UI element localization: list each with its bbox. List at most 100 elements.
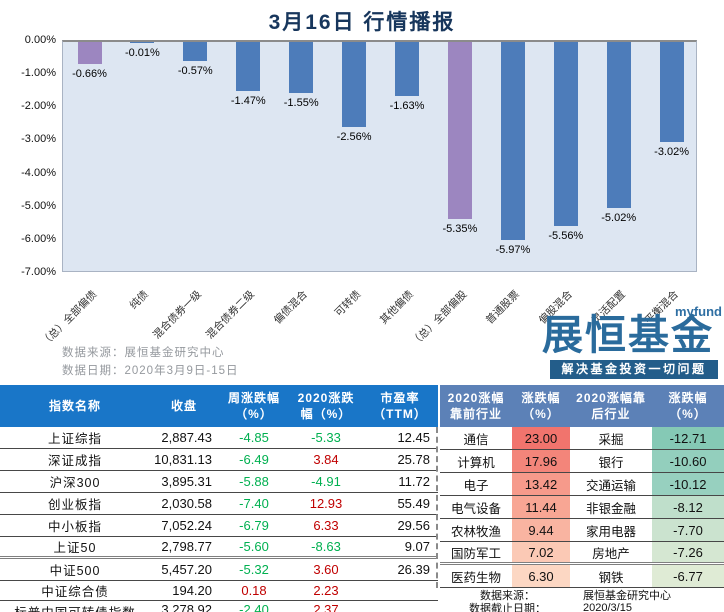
ytd-change: 12.93: [309, 496, 343, 511]
bar-slot: -3.02%: [645, 42, 698, 271]
bar-slot: -5.97%: [486, 42, 539, 271]
y-axis-tick: -3.00%: [21, 133, 56, 145]
bottom-sector-change: -8.12: [652, 496, 724, 518]
close-value: 3,278.92: [161, 602, 212, 612]
x-axis-label: （总）全部偏股: [408, 288, 469, 349]
ytd-change: -4.91: [311, 474, 341, 489]
bar-slot: -5.02%: [592, 42, 645, 271]
header-cell: 涨跌幅 （%）: [521, 390, 561, 421]
index-name: 上证综指: [47, 432, 102, 446]
myfund-wordmark: myfund: [675, 304, 722, 319]
pe-value: 9.07: [404, 539, 430, 554]
index-name: 中证500: [49, 564, 101, 578]
ytd-change: 3.60: [313, 562, 339, 577]
bar-value-label: -3.02%: [654, 146, 690, 159]
y-axis-tick: -6.00%: [21, 233, 56, 245]
header-cell: 指数名称: [48, 398, 101, 413]
bottom-sector-change: -10.60: [652, 450, 724, 472]
sector-table: 2020涨幅 靠前行业 涨跌幅 （%） 2020涨幅靠 后行业 涨跌幅 （%） …: [440, 385, 724, 612]
bottom-sector-change: -7.70: [652, 519, 724, 541]
bar: [395, 42, 419, 96]
index-name: 中小板指: [47, 520, 102, 534]
bottom-sector-change: -7.26: [652, 542, 724, 562]
x-axis-label: 纯债: [127, 288, 151, 312]
week-change: -7.40: [239, 496, 269, 511]
page-title: 3月16日 行情播报: [268, 11, 456, 34]
top-sector-change: 9.44: [512, 519, 570, 541]
pe-value: 26.39: [397, 562, 430, 577]
top-sector-change: 17.96: [512, 450, 570, 472]
week-change: -5.32: [239, 562, 269, 577]
index-row: 上证50 2,798.77 -5.60 -8.63 9.07: [0, 537, 438, 559]
table-divider-dashed-line: [436, 427, 438, 588]
top-sector-change: 6.30: [512, 565, 570, 587]
bar: [183, 42, 208, 61]
ytd-change: -8.63: [311, 539, 341, 554]
index-name: 深证成指: [47, 454, 102, 468]
bar-value-label: -0.57%: [177, 64, 213, 77]
bottom-sector: 银行: [598, 455, 624, 470]
index-row: 标普中国可转债指数 3,278.92 -2.40 2.37: [0, 601, 438, 612]
ytd-change: 2.23: [313, 583, 339, 598]
bottom-sector-change: -6.77: [652, 565, 724, 587]
ytd-change: -5.33: [311, 430, 341, 445]
x-axis-label: 普通股票: [483, 288, 522, 327]
brand-name: 展恒基金: [542, 312, 714, 358]
x-axis-label: 混合债券二级: [203, 288, 257, 342]
week-change: -2.40: [239, 602, 269, 612]
index-name: 沪深300: [49, 476, 101, 490]
brand-tagline: 解决基金投资一切问题: [550, 360, 718, 379]
y-axis-tick: -7.00%: [21, 266, 56, 278]
header-cell: 2020涨幅靠 后行业: [576, 390, 646, 421]
y-axis-tick: -4.00%: [21, 167, 56, 179]
chart-date-note: 数据日期：2020年3月9日-15日: [62, 365, 239, 377]
header-cell: 周涨跌幅 （%）: [227, 390, 280, 421]
y-axis-tick: -1.00%: [21, 67, 56, 79]
bar-value-label: -5.02%: [601, 212, 637, 225]
top-sector: 农林牧渔: [450, 524, 501, 539]
close-value: 10,831.13: [154, 452, 212, 467]
bar: [606, 42, 631, 209]
index-name: 中证综合债: [41, 585, 109, 599]
ytd-change: 3.84: [313, 452, 339, 467]
bottom-sector-change: -10.12: [652, 473, 724, 495]
bar: [236, 42, 261, 91]
pe-value: 29.56: [397, 518, 430, 533]
index-row: 沪深300 3,895.31 -5.88 -4.91 11.72: [0, 471, 438, 493]
bar-slot: -0.66%: [63, 42, 116, 271]
bottom-sector: 家用电器: [585, 524, 636, 539]
header-cell: 收盘: [170, 398, 197, 413]
bar-value-label: -0.01%: [124, 46, 160, 59]
header-cell: 涨跌幅 （%）: [668, 390, 708, 421]
top-sector: 计算机: [457, 455, 495, 470]
top-sector: 电子: [463, 478, 489, 493]
chart-source-note: 数据来源：展恒基金研究中心: [62, 347, 225, 359]
week-change: -6.49: [239, 452, 269, 467]
bottom-sector: 非银金融: [585, 501, 636, 516]
top-sector-change: 13.42: [512, 473, 570, 495]
top-sector-change: 7.02: [512, 542, 570, 562]
index-row: 中证综合债 194.20 0.18 2.23: [0, 581, 438, 601]
x-axis-label: 混合债券一级: [150, 288, 204, 342]
index-row: 上证综指 2,887.43 -4.85 -5.33 12.45: [0, 427, 438, 449]
index-row: 中证500 5,457.20 -5.32 3.60 26.39: [0, 559, 438, 581]
bottom-sector: 采掘: [598, 432, 624, 447]
table-footer-date: 数据截止日期： 2020/3/15: [440, 602, 724, 612]
x-axis-label: 偏债混合: [271, 288, 310, 327]
sector-row: 农林牧渔 9.44 家用电器 -7.70: [440, 519, 724, 542]
sector-row: 电子 13.42 交通运输 -10.12: [440, 473, 724, 496]
bar: [130, 42, 155, 43]
bar-slot: -1.55%: [275, 42, 328, 271]
week-change: -6.79: [239, 518, 269, 533]
top-sector-change: 23.00: [512, 427, 570, 449]
sector-row: 医药生物 6.30 钢铁 -6.77: [440, 565, 724, 588]
close-value: 7,052.24: [161, 518, 212, 533]
ytd-change: 6.33: [313, 518, 339, 533]
bottom-sector: 交通运输: [585, 478, 636, 493]
y-axis-tick: -2.00%: [21, 100, 56, 112]
ytd-change: 2.37: [313, 602, 339, 612]
bar-value-label: -5.97%: [495, 243, 531, 256]
bar-slot: -2.56%: [328, 42, 381, 271]
bar-slot: -5.35%: [433, 42, 486, 271]
